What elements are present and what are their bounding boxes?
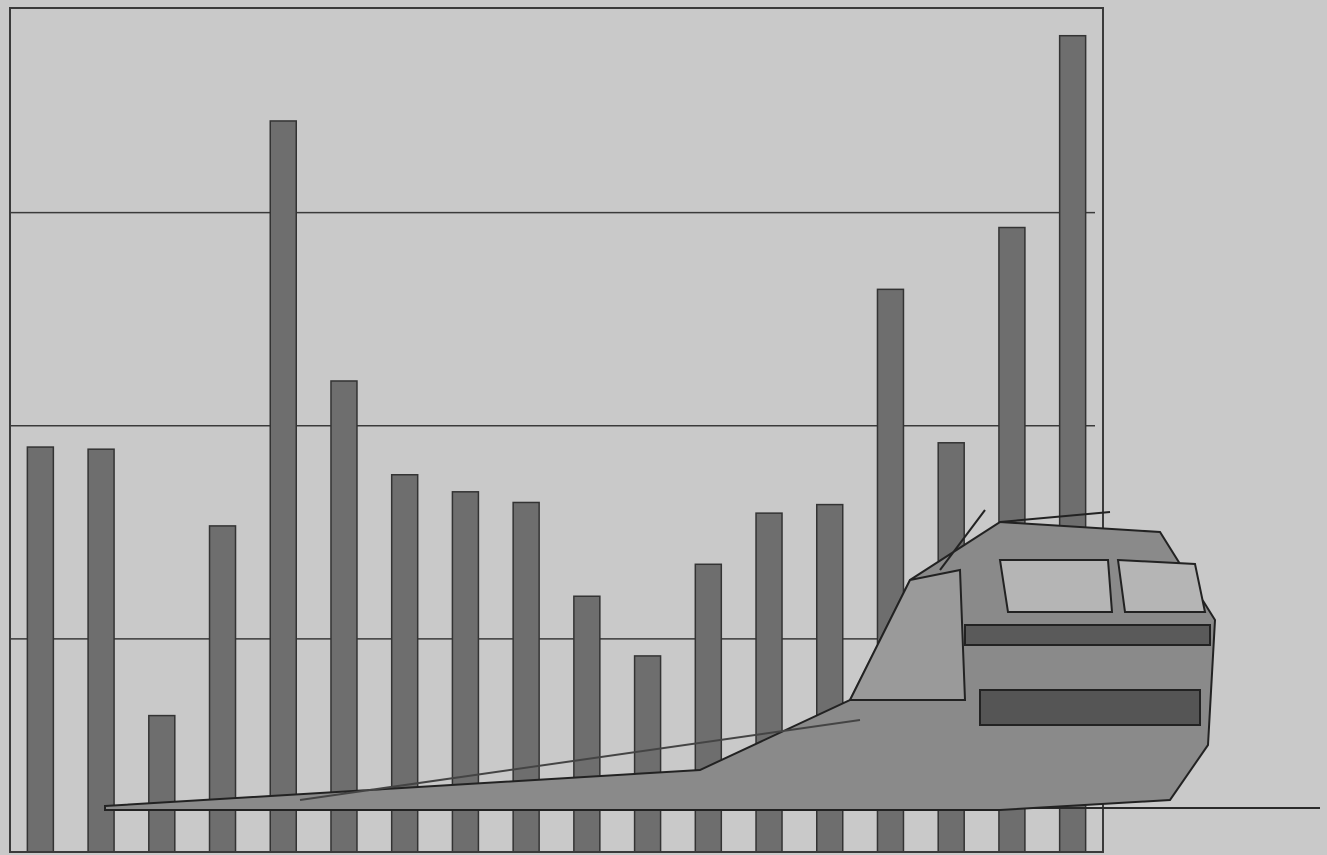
- train-stripe: [964, 624, 1211, 646]
- bar: [26, 446, 55, 853]
- train-illustration: [104, 509, 1217, 811]
- train-line: [299, 719, 861, 801]
- bar: [573, 595, 601, 853]
- bar: [148, 714, 176, 853]
- pantograph: [939, 509, 986, 571]
- bar: [330, 380, 358, 853]
- bar: [269, 120, 297, 853]
- train-window: [998, 559, 1114, 613]
- train-bumper: [979, 689, 1201, 726]
- plot-frame: [9, 7, 1104, 853]
- train-window: [1116, 558, 1207, 613]
- pantograph: [999, 511, 1111, 523]
- train-side: [848, 568, 967, 701]
- bar: [87, 448, 115, 853]
- bar: [633, 655, 662, 853]
